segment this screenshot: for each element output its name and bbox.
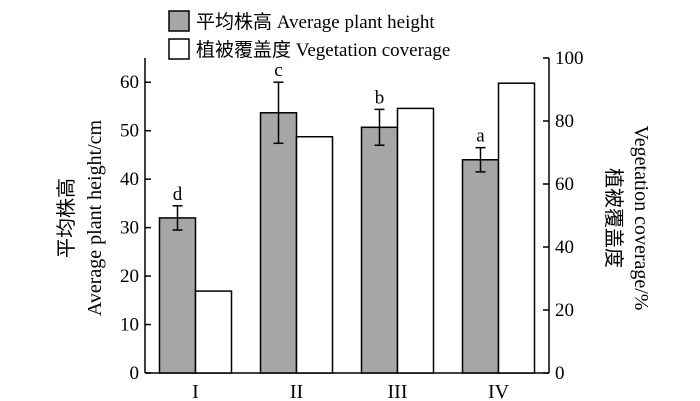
legend: 平均株高 Average plant height 植被覆盖度 Vegetati…: [168, 10, 450, 61]
left-axis-title: 平均株高 Average plant height/cm: [55, 119, 106, 316]
legend-label-height: 平均株高 Average plant height: [196, 11, 435, 33]
category-label: I: [192, 381, 199, 401]
legend-swatch-height: [168, 10, 190, 32]
left-axis-title-line1: 平均株高: [55, 178, 78, 258]
right-tick-label: 80: [555, 111, 574, 132]
right-tick-label: 0: [555, 363, 565, 384]
category-label: III: [388, 381, 408, 401]
significance-label: c: [274, 60, 282, 81]
left-tick-label: 30: [120, 218, 139, 239]
bar-vegetation-coverage: [295, 136, 334, 374]
significance-label: a: [476, 126, 485, 147]
bar-plant-height: [259, 112, 298, 374]
legend-swatch-coverage: [168, 38, 190, 60]
significance-label: d: [173, 184, 183, 205]
right-axis-title-line2: Vegetation coverage/%: [630, 126, 652, 311]
right-tick-label: 40: [555, 237, 574, 258]
category-label: II: [290, 381, 303, 401]
legend-label-coverage: 植被覆盖度 Vegetation coverage: [196, 39, 450, 61]
bar-plant-height: [360, 126, 399, 374]
bar-vegetation-coverage: [396, 107, 435, 374]
bar-plant-height: [461, 159, 500, 374]
left-tick-label: 0: [130, 363, 140, 384]
left-tick-label: 20: [120, 266, 139, 287]
significance-label: b: [375, 87, 385, 108]
right-axis-title-line1: 植被覆盖度: [602, 168, 625, 268]
left-tick-label: 40: [120, 169, 139, 190]
left-tick-label: 10: [120, 315, 139, 336]
category-label: IV: [488, 381, 510, 401]
right-axis-title: 植被覆盖度 Vegetation coverage/%: [602, 126, 652, 311]
bar-plant-height: [158, 217, 197, 374]
right-tick-label: 20: [555, 300, 574, 321]
right-tick-label: 60: [555, 174, 574, 195]
right-tick-label: 100: [555, 48, 584, 69]
left-tick-label: 60: [120, 72, 139, 93]
bar-vegetation-coverage: [194, 290, 233, 374]
left-axis-title-line2: Average plant height/cm: [84, 119, 106, 316]
bar-vegetation-coverage: [497, 82, 536, 374]
plot-area: 0 10 20 30 40 50 60 0 20 40 60 80 100 Id II c III b IV a: [120, 48, 584, 401]
left-tick-label: 50: [120, 121, 139, 142]
